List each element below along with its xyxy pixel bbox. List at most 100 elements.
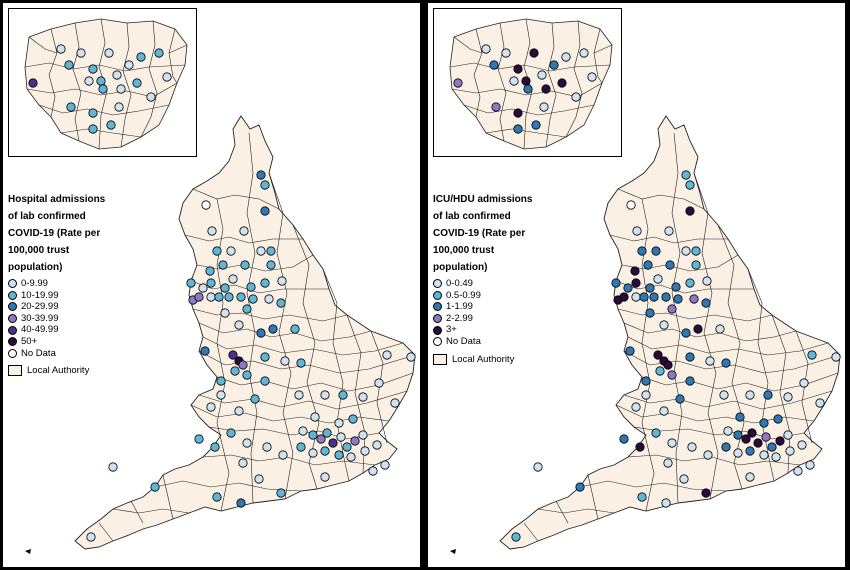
hospital-trust-point bbox=[132, 78, 142, 88]
legend-item: 40-49.99 bbox=[8, 324, 128, 336]
hospital-trust-point bbox=[575, 482, 585, 492]
hospital-trust-point bbox=[685, 352, 695, 362]
local-authority-boundary bbox=[184, 234, 303, 244]
isles-of-scilly bbox=[450, 549, 456, 554]
legend-title-line: of lab confirmed bbox=[433, 211, 511, 222]
legend-swatch bbox=[8, 290, 17, 300]
local-authority-boundary bbox=[641, 198, 655, 512]
legend-label: 0-9.99 bbox=[21, 278, 48, 289]
hospital-trust-point bbox=[236, 292, 246, 302]
hospital-trust-point bbox=[336, 432, 346, 442]
hospital-trust-point bbox=[348, 414, 358, 424]
legend-items: 0-9.99 10-19.99 20-29.99 30-39.99 40-49.99 50… bbox=[8, 278, 128, 359]
hospital-trust-point bbox=[775, 436, 785, 446]
legend-item: 0.5-0.99 bbox=[433, 290, 553, 302]
borough-boundary bbox=[473, 28, 483, 118]
hospital-trust-point bbox=[481, 44, 491, 54]
hospital-trust-point bbox=[745, 390, 755, 400]
borough-boundary bbox=[120, 22, 132, 148]
hospital-trust-point bbox=[88, 64, 98, 74]
hospital-trust-point bbox=[511, 532, 521, 542]
hospital-trust-point bbox=[206, 402, 216, 412]
hospital-trust-point bbox=[200, 346, 210, 356]
hospital-trust-point bbox=[625, 346, 635, 356]
legend-title: Hospital admissions of lab confirmed COV… bbox=[8, 191, 128, 276]
hospital-trust-point bbox=[346, 452, 356, 462]
hospital-trust-point bbox=[116, 84, 126, 94]
borough-boundary bbox=[453, 36, 613, 54]
hospital-trust-point bbox=[277, 276, 287, 286]
hospital-trust-point bbox=[234, 320, 244, 330]
hospital-trust-point bbox=[671, 282, 681, 292]
hospital-trust-point bbox=[224, 292, 234, 302]
hospital-trust-point bbox=[201, 200, 211, 210]
hospital-trust-point bbox=[665, 260, 675, 270]
legend-local-authority-label: Local Authority bbox=[452, 353, 515, 365]
hospital-trust-point bbox=[266, 260, 276, 270]
local-authority-boundary bbox=[537, 508, 615, 514]
hospital-trust-point bbox=[334, 418, 344, 428]
legend-local-authority: Local Authority bbox=[433, 353, 553, 365]
hospital-trust-point bbox=[320, 472, 330, 482]
hospital-trust-point bbox=[773, 414, 783, 424]
hospital-trust-point bbox=[212, 246, 222, 256]
legend-item: 0-9.99 bbox=[8, 278, 128, 290]
hospital-trust-point bbox=[320, 390, 330, 400]
hospital-trust-point bbox=[623, 283, 633, 293]
hospital-trust-point bbox=[539, 102, 549, 112]
hospital-trust-point bbox=[793, 466, 803, 476]
borough-boundary bbox=[565, 20, 583, 138]
local-authority-boundary bbox=[202, 336, 404, 356]
hospital-trust-point bbox=[655, 366, 665, 376]
hospital-trust-point bbox=[328, 438, 338, 448]
hospital-trust-point bbox=[64, 60, 74, 70]
hospital-trust-point bbox=[206, 278, 216, 288]
legend-swatch bbox=[433, 290, 442, 300]
hospital-trust-point bbox=[691, 260, 701, 270]
legend-local-authority: Local Authority bbox=[8, 365, 128, 377]
hospital-trust-point bbox=[260, 206, 270, 216]
hospital-trust-point bbox=[342, 442, 352, 452]
hospital-trust-point bbox=[491, 102, 501, 112]
hospital-trust-point bbox=[745, 472, 755, 482]
hospital-trust-point bbox=[226, 246, 236, 256]
local-authority-boundary bbox=[198, 322, 372, 342]
hospital-trust-point bbox=[242, 304, 252, 314]
legend-label: 20-29.99 bbox=[21, 301, 59, 313]
hospital-trust-point bbox=[651, 428, 661, 438]
local-authority-boundary bbox=[322, 268, 350, 482]
hospital-trust-point bbox=[278, 450, 288, 460]
local-authority-boundary bbox=[621, 254, 739, 272]
legend-title-line: COVID-19 (Rate per bbox=[433, 228, 526, 239]
local-authority-boundary bbox=[192, 308, 348, 322]
hospital-trust-point bbox=[523, 84, 533, 94]
hospital-trust-point bbox=[741, 434, 751, 444]
legend-label: No Data bbox=[446, 335, 481, 347]
hospital-trust-point bbox=[685, 278, 695, 288]
local-authority-boundary bbox=[641, 372, 839, 392]
hospital-trust-point bbox=[380, 460, 390, 470]
local-authority-boundary bbox=[112, 508, 190, 514]
legend-swatch bbox=[433, 314, 442, 324]
legend-swatch bbox=[433, 337, 442, 347]
hospital-trust-point bbox=[350, 436, 360, 446]
hospital-trust-point bbox=[771, 452, 781, 462]
hospital-trust-point bbox=[316, 434, 326, 444]
legend-item: 1-1.99 bbox=[433, 301, 553, 313]
london-inset-map bbox=[433, 8, 622, 157]
local-authority-boundary bbox=[196, 254, 314, 272]
legend-item: 20-29.99 bbox=[8, 301, 128, 313]
hospital-trust-point bbox=[186, 278, 196, 288]
hospital-trust-point bbox=[759, 418, 769, 428]
hospital-trust-point bbox=[659, 406, 669, 416]
hospital-trust-point bbox=[296, 358, 306, 368]
legend-label: 0-0.49 bbox=[446, 278, 473, 289]
hospital-trust-point bbox=[382, 350, 392, 360]
borough-boundary bbox=[38, 104, 170, 116]
borough-boundary bbox=[593, 28, 603, 84]
hospital-trust-point bbox=[637, 246, 647, 256]
hospital-trust-point bbox=[242, 438, 252, 448]
legend-title-line: Hospital admissions bbox=[8, 194, 106, 205]
hospital-trust-point bbox=[334, 450, 344, 460]
local-authority-boundary bbox=[268, 172, 294, 500]
